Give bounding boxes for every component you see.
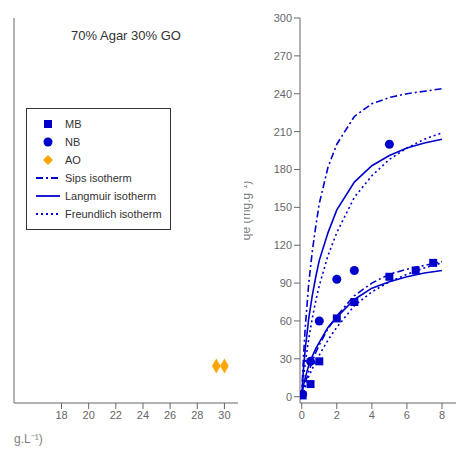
svg-text:210: 210 (274, 126, 292, 138)
svg-text:qe (mg.g⁻¹): qe (mg.g⁻¹) (244, 181, 253, 240)
svg-text:300: 300 (274, 12, 292, 24)
svg-text:2: 2 (334, 409, 340, 421)
svg-text:18: 18 (55, 409, 67, 421)
svg-text:30: 30 (280, 353, 292, 365)
svg-text:240: 240 (274, 88, 292, 100)
html-text:Langmuir isotherm: Langmuir isotherm (65, 190, 157, 202)
svg-text:6: 6 (404, 409, 410, 421)
svg-text:90: 90 (280, 277, 292, 289)
html-text:NB: NB (65, 136, 81, 148)
svg-text:26: 26 (164, 409, 176, 421)
svg-text:24: 24 (137, 409, 149, 421)
svg-text:g.L⁻¹): g.L⁻¹) (14, 432, 43, 446)
svg-text:0: 0 (286, 391, 292, 403)
svg-text:30: 30 (218, 409, 230, 421)
svg-text:60: 60 (280, 315, 292, 327)
svg-text:120: 120 (274, 239, 292, 251)
svg-text:0: 0 (299, 409, 305, 421)
svg-text:150: 150 (274, 201, 292, 213)
svg-text:4: 4 (369, 409, 375, 421)
svg-text:270: 270 (274, 50, 292, 62)
svg-text:22: 22 (110, 409, 122, 421)
html-text:Sips isotherm: Sips isotherm (65, 172, 132, 184)
html-text:70% Agar 30% GO: 70% Agar 30% GO (71, 28, 181, 43)
svg-text:8: 8 (439, 409, 445, 421)
html-text:MB: MB (65, 118, 82, 130)
svg-text:28: 28 (191, 409, 203, 421)
svg-text:20: 20 (83, 409, 95, 421)
html-text:Freundlich isotherm: Freundlich isotherm (65, 208, 162, 220)
svg-text:180: 180 (274, 163, 292, 175)
html-text:AO: AO (65, 154, 81, 166)
